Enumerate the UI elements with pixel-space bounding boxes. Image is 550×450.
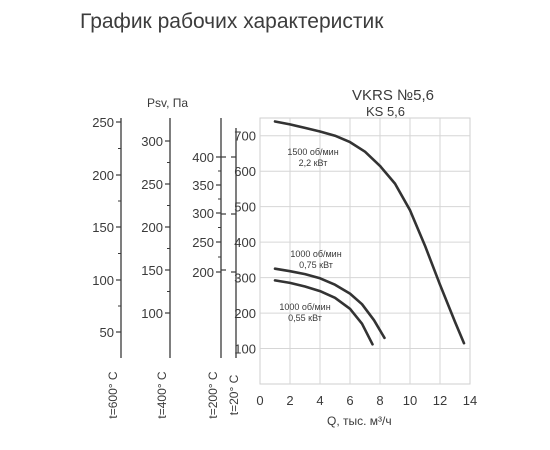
grid (260, 118, 470, 384)
aux-tick-label: 50 (100, 325, 114, 340)
series-label: 2,2 кВт (299, 158, 328, 168)
aux-tick-label: 200 (192, 265, 214, 280)
aux-tick-label: 100 (141, 306, 163, 321)
aux-tick-label: 400 (192, 150, 214, 165)
x-tick-label: 0 (256, 393, 263, 408)
x-tick-label: 2 (286, 393, 293, 408)
plot-area (259, 117, 471, 385)
series-label: 1000 об/мин (279, 302, 330, 312)
series-label: 1000 об/мин (290, 249, 341, 259)
aux-axis-label: t=400° С (155, 371, 169, 418)
aux-axis-label: t=200° С (206, 371, 220, 418)
plot-background (259, 117, 471, 385)
aux-tick-label: 250 (92, 115, 114, 130)
aux-tick-label: 100 (92, 273, 114, 288)
x-tick-label: 14 (463, 393, 477, 408)
aux-tick-label: 350 (192, 178, 214, 193)
series-curve (273, 279, 374, 346)
series-label: 0,55 кВт (288, 313, 322, 323)
aux-tick-label: 200 (141, 220, 163, 235)
x-tick-label: 12 (433, 393, 447, 408)
series-label: 0,75 кВт (299, 260, 333, 270)
y-tick-label: 600 (234, 164, 256, 179)
aux-tick-label: 300 (141, 134, 163, 149)
aux-axis-label: t=600° С (106, 371, 120, 418)
x-tick-label: 8 (376, 393, 383, 408)
chart-title: VKRS №5,6 (352, 87, 434, 104)
series-curve (273, 120, 466, 345)
x-tick-label: 4 (316, 393, 323, 408)
chart-subtitle: KS 5,6 (366, 104, 405, 119)
series-label: 1500 об/мин (287, 147, 338, 157)
aux-tick-label: 200 (92, 168, 114, 183)
y-tick-label: 100 (234, 342, 256, 357)
y-tick-label: 400 (234, 235, 256, 250)
x-tick-label: 10 (403, 393, 417, 408)
y-tick-label: 300 (234, 271, 256, 286)
x-tick-label: 6 (346, 393, 353, 408)
series-curve (273, 267, 386, 340)
aux-tick-label: 150 (141, 263, 163, 278)
aux-tick-label: 150 (92, 220, 114, 235)
x-axis-label: Q, тыс. м³/ч (327, 414, 392, 428)
aux-tick-label: 250 (141, 177, 163, 192)
aux-axis-label: t=20° С (227, 374, 241, 415)
flow-axis: 0 2 4 6 8 10 12 14 (256, 393, 477, 408)
page-title: График рабочих характеристик (80, 10, 384, 33)
y-tick-label: 700 (234, 129, 256, 144)
y-tick-label: 200 (234, 306, 256, 321)
main-pressure-axis: 100 200 300 400 500 600 700 (234, 129, 256, 357)
aux-tick-label: 250 (192, 235, 214, 250)
auxiliary-pressure-axes: 50 100 150 200 250 100 150 200 250 300 200 250 300 35… (92, 115, 241, 419)
aux-tick-label: 300 (192, 206, 214, 221)
y-tick-label: 500 (234, 200, 256, 215)
y-axis-label: Psv, Па (147, 96, 188, 110)
